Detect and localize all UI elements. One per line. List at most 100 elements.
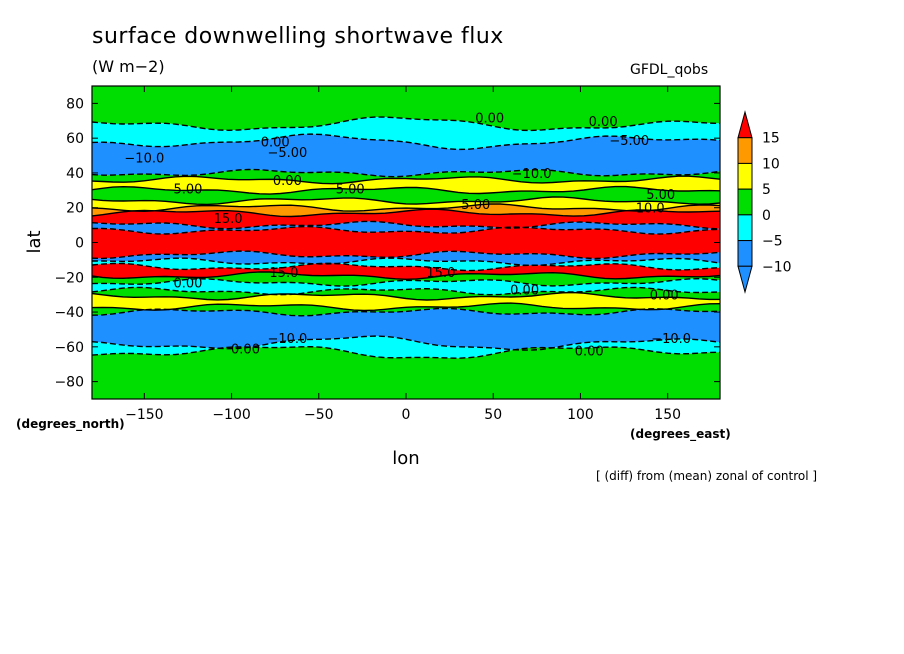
chart-title: surface downwelling shortwave flux xyxy=(92,24,504,49)
heatmap-band xyxy=(92,86,720,131)
contour-line xyxy=(92,302,720,312)
x-tick-label: 0 xyxy=(402,407,411,423)
contour-label: 10.0 xyxy=(636,202,665,217)
heatmap-band xyxy=(92,176,720,195)
contour-label: −5.00 xyxy=(267,146,307,161)
y-tick-label: 40 xyxy=(66,166,84,182)
y-tick-label: 80 xyxy=(66,96,84,112)
heatmap-band xyxy=(92,209,720,229)
y-tick-label: 20 xyxy=(66,201,84,217)
x-tick-label: −150 xyxy=(125,407,163,423)
x-axis: −150 −100 −50 0 50 100 150 xyxy=(125,86,681,423)
contour-line xyxy=(92,226,720,235)
x-tick-label: 50 xyxy=(484,407,502,423)
x-tick-label: −100 xyxy=(212,407,250,423)
contour-label: 5.00 xyxy=(646,188,675,203)
colorbar: −10 −5 0 5 10 15 xyxy=(737,110,792,294)
colorbar-tick-label: −5 xyxy=(762,234,783,250)
contour-label: 15.0 xyxy=(214,212,243,227)
x-tick-label: −50 xyxy=(304,407,334,423)
heatmap-band xyxy=(92,251,720,266)
colorbar-segment xyxy=(737,110,753,139)
y-unit-label: (degrees_north) xyxy=(16,417,125,432)
x-axis-title: lon xyxy=(392,448,419,469)
y-tick-label: −80 xyxy=(54,375,84,391)
colorbar-tick-label: 5 xyxy=(762,182,771,198)
contour-line xyxy=(92,257,720,267)
contour-line xyxy=(92,168,720,178)
y-tick-label: 60 xyxy=(66,131,84,147)
x-unit-label: (degrees_east) xyxy=(630,427,731,442)
contour-line xyxy=(92,220,720,230)
contour-line xyxy=(92,185,720,195)
colorbar-segment xyxy=(737,214,753,242)
x-tick-label: 100 xyxy=(567,407,594,423)
contour-label: −5.00 xyxy=(609,134,649,149)
heatmap-band xyxy=(92,346,720,399)
heatmap-band xyxy=(92,303,720,316)
heatmap-band xyxy=(92,292,720,311)
colorbar-segment xyxy=(737,265,753,294)
contour-label: 15.0 xyxy=(269,266,298,281)
contour-label: 0.00 xyxy=(589,115,618,130)
contour-label: 0.00 xyxy=(173,276,202,291)
heatmap-band xyxy=(92,169,720,184)
heatmap-band xyxy=(92,221,720,235)
heatmap-band xyxy=(92,258,720,271)
contour-line xyxy=(92,203,720,213)
contour-label: 15.0 xyxy=(426,266,455,281)
contour-label: 0.00 xyxy=(475,111,504,126)
heatmap-band xyxy=(92,186,720,205)
contour-line xyxy=(92,286,720,296)
x-tick-label: 150 xyxy=(654,407,681,423)
colorbar-segment xyxy=(737,162,753,190)
contour-label: −10.0 xyxy=(512,167,552,182)
colorbar-tick-label: −10 xyxy=(762,259,792,275)
model-label: GFDL_qobs xyxy=(630,62,709,78)
contour-label: 0.00 xyxy=(231,343,260,358)
y-axis-title: lat xyxy=(24,230,45,253)
y-tick-label: 0 xyxy=(75,236,84,252)
contour-label: 0.00 xyxy=(510,283,539,298)
contour-labels: 0.00 0.000.00 −5.00−5.00−10.0−10.05.00 5.00… xyxy=(124,111,691,359)
contour-label: 5.00 xyxy=(173,183,202,198)
contour-label: −10.0 xyxy=(651,332,691,347)
contour-line xyxy=(92,291,720,301)
contour-label: 0.00 xyxy=(273,174,302,189)
contour-line xyxy=(92,116,720,132)
colorbar-tick-label: 15 xyxy=(762,131,780,147)
heatmap-band xyxy=(92,263,720,280)
heatmap-band xyxy=(92,308,720,351)
colorbar-segment xyxy=(737,137,753,164)
heatmap-band xyxy=(92,134,720,177)
colorbar-tick-label: 10 xyxy=(762,156,780,172)
contour-label: 0.00 xyxy=(261,136,290,151)
contour-label: −10.0 xyxy=(267,332,307,347)
colorbar-segment xyxy=(737,240,753,267)
contour-line xyxy=(92,208,720,218)
contour-line xyxy=(92,271,720,281)
contour-line xyxy=(92,250,720,260)
contour-lines xyxy=(92,116,720,359)
contour-line xyxy=(92,133,720,151)
contour-line xyxy=(92,345,720,359)
contour-line xyxy=(92,262,720,272)
contour-line xyxy=(92,307,720,317)
chart-units: (W m−2) xyxy=(92,57,165,76)
colorbar-tick-label: 0 xyxy=(762,208,771,224)
contour-label: 5.00 xyxy=(336,183,365,198)
heatmap-band xyxy=(92,336,720,359)
contour-line xyxy=(92,277,720,287)
y-tick-label: −20 xyxy=(54,270,84,286)
colorbar-segment xyxy=(737,188,753,216)
footnote: [ (diff) from (mean) zonal of control ] xyxy=(596,469,818,483)
contour-label: 0.00 xyxy=(575,344,604,359)
contour-line xyxy=(92,175,720,185)
contour-label: 5.00 xyxy=(461,198,490,213)
contour-label: 0.00 xyxy=(650,289,679,304)
y-tick-label: −60 xyxy=(54,340,84,356)
contour-label: −10.0 xyxy=(124,151,164,166)
contour-line xyxy=(92,196,720,206)
y-tick-label: −40 xyxy=(54,305,84,321)
